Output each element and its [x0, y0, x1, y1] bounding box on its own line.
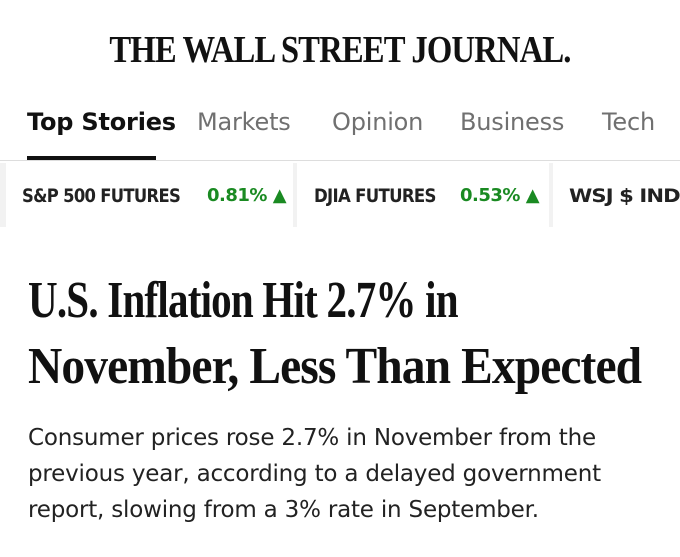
ticker-change: 0.53% ▲	[460, 185, 540, 206]
masthead-logo[interactable]: THE WALL STREET JOURNAL.	[109, 29, 571, 71]
summary-line: previous year, according to a delayed go…	[28, 461, 601, 487]
ticker-change-value: 0.81%	[207, 185, 267, 206]
ticker-name: WSJ $ INDEX	[569, 185, 680, 207]
headline-line: November, Less Than Expected	[28, 338, 642, 395]
ticker-item-djia-futures[interactable]: DJIA FUTURES 0.53% ▲	[297, 163, 549, 227]
summary-line: report, slowing from a 3% rate in Septem…	[28, 497, 539, 523]
arrow-up-icon: ▲	[525, 185, 540, 206]
ticker-item-sp500-futures[interactable]: S&P 500 FUTURES 0.81% ▲	[6, 163, 293, 227]
section-nav: Top Stories Markets Opinion Business Tec…	[0, 100, 680, 160]
tab-markets[interactable]: Markets	[197, 108, 291, 136]
active-tab-indicator	[27, 156, 156, 160]
article-summary: Consumer prices rose 2.7% in November fr…	[28, 420, 668, 528]
summary-line: Consumer prices rose 2.7% in November fr…	[28, 425, 596, 451]
ticker-change: 0.81% ▲	[207, 185, 287, 206]
tab-tech[interactable]: Tech	[602, 108, 655, 136]
ticker-change-value: 0.53%	[460, 185, 520, 206]
headline-line: U.S. Inflation Hit 2.7% in	[28, 272, 459, 329]
ticker-name: DJIA FUTURES	[314, 185, 436, 207]
ticker-name: S&P 500 FUTURES	[22, 185, 181, 207]
market-ticker: S&P 500 FUTURES 0.81% ▲ DJIA FUTURES 0.5…	[0, 163, 680, 227]
article-headline[interactable]: U.S. Inflation Hit 2.7% in November, Les…	[28, 268, 668, 400]
tab-top-stories[interactable]: Top Stories	[27, 108, 176, 136]
tab-business[interactable]: Business	[460, 108, 565, 136]
tab-opinion[interactable]: Opinion	[332, 108, 424, 136]
nav-divider	[0, 160, 680, 161]
ticker-item-wsj-dollar-index[interactable]: WSJ $ INDEX	[553, 163, 680, 227]
arrow-up-icon: ▲	[272, 185, 287, 206]
